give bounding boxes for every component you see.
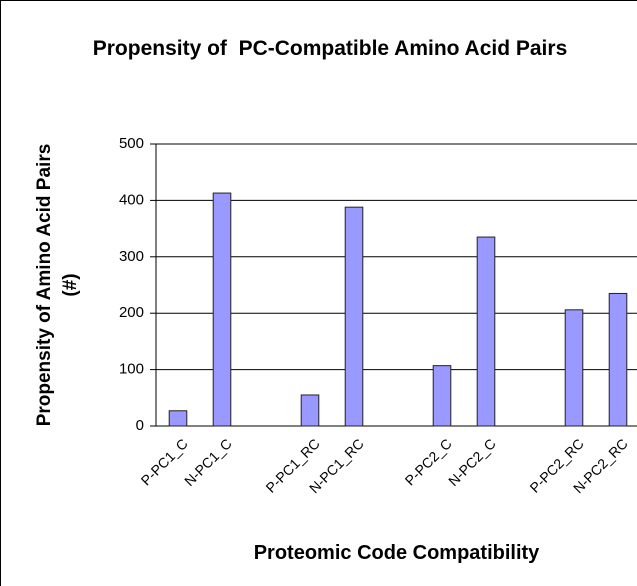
bar — [212, 192, 232, 427]
y-tick-label: 300 — [119, 248, 144, 265]
y-tick-label: 100 — [119, 361, 144, 378]
bar — [168, 410, 188, 427]
bar — [432, 365, 452, 427]
y-tick-label: 500 — [119, 135, 144, 152]
bar — [300, 394, 320, 427]
bar — [344, 206, 364, 427]
bar — [564, 309, 584, 427]
x-tick-label: N-PC2_C — [445, 435, 499, 489]
y-tick-label: 200 — [119, 304, 144, 321]
y-tick-label: 400 — [119, 191, 144, 208]
y-tick-label: 0 — [136, 417, 144, 434]
y-axis-title: Propensity of Amino Acid Pairs (#) — [34, 143, 81, 427]
chart-title: Propensity of PC-Compatible Amino Acid P… — [92, 37, 568, 60]
bar — [608, 292, 628, 427]
x-axis-title: Proteomic Code Compatibility — [253, 542, 540, 564]
x-tick-label: N-PC1_C — [181, 435, 235, 489]
bar — [476, 236, 496, 427]
